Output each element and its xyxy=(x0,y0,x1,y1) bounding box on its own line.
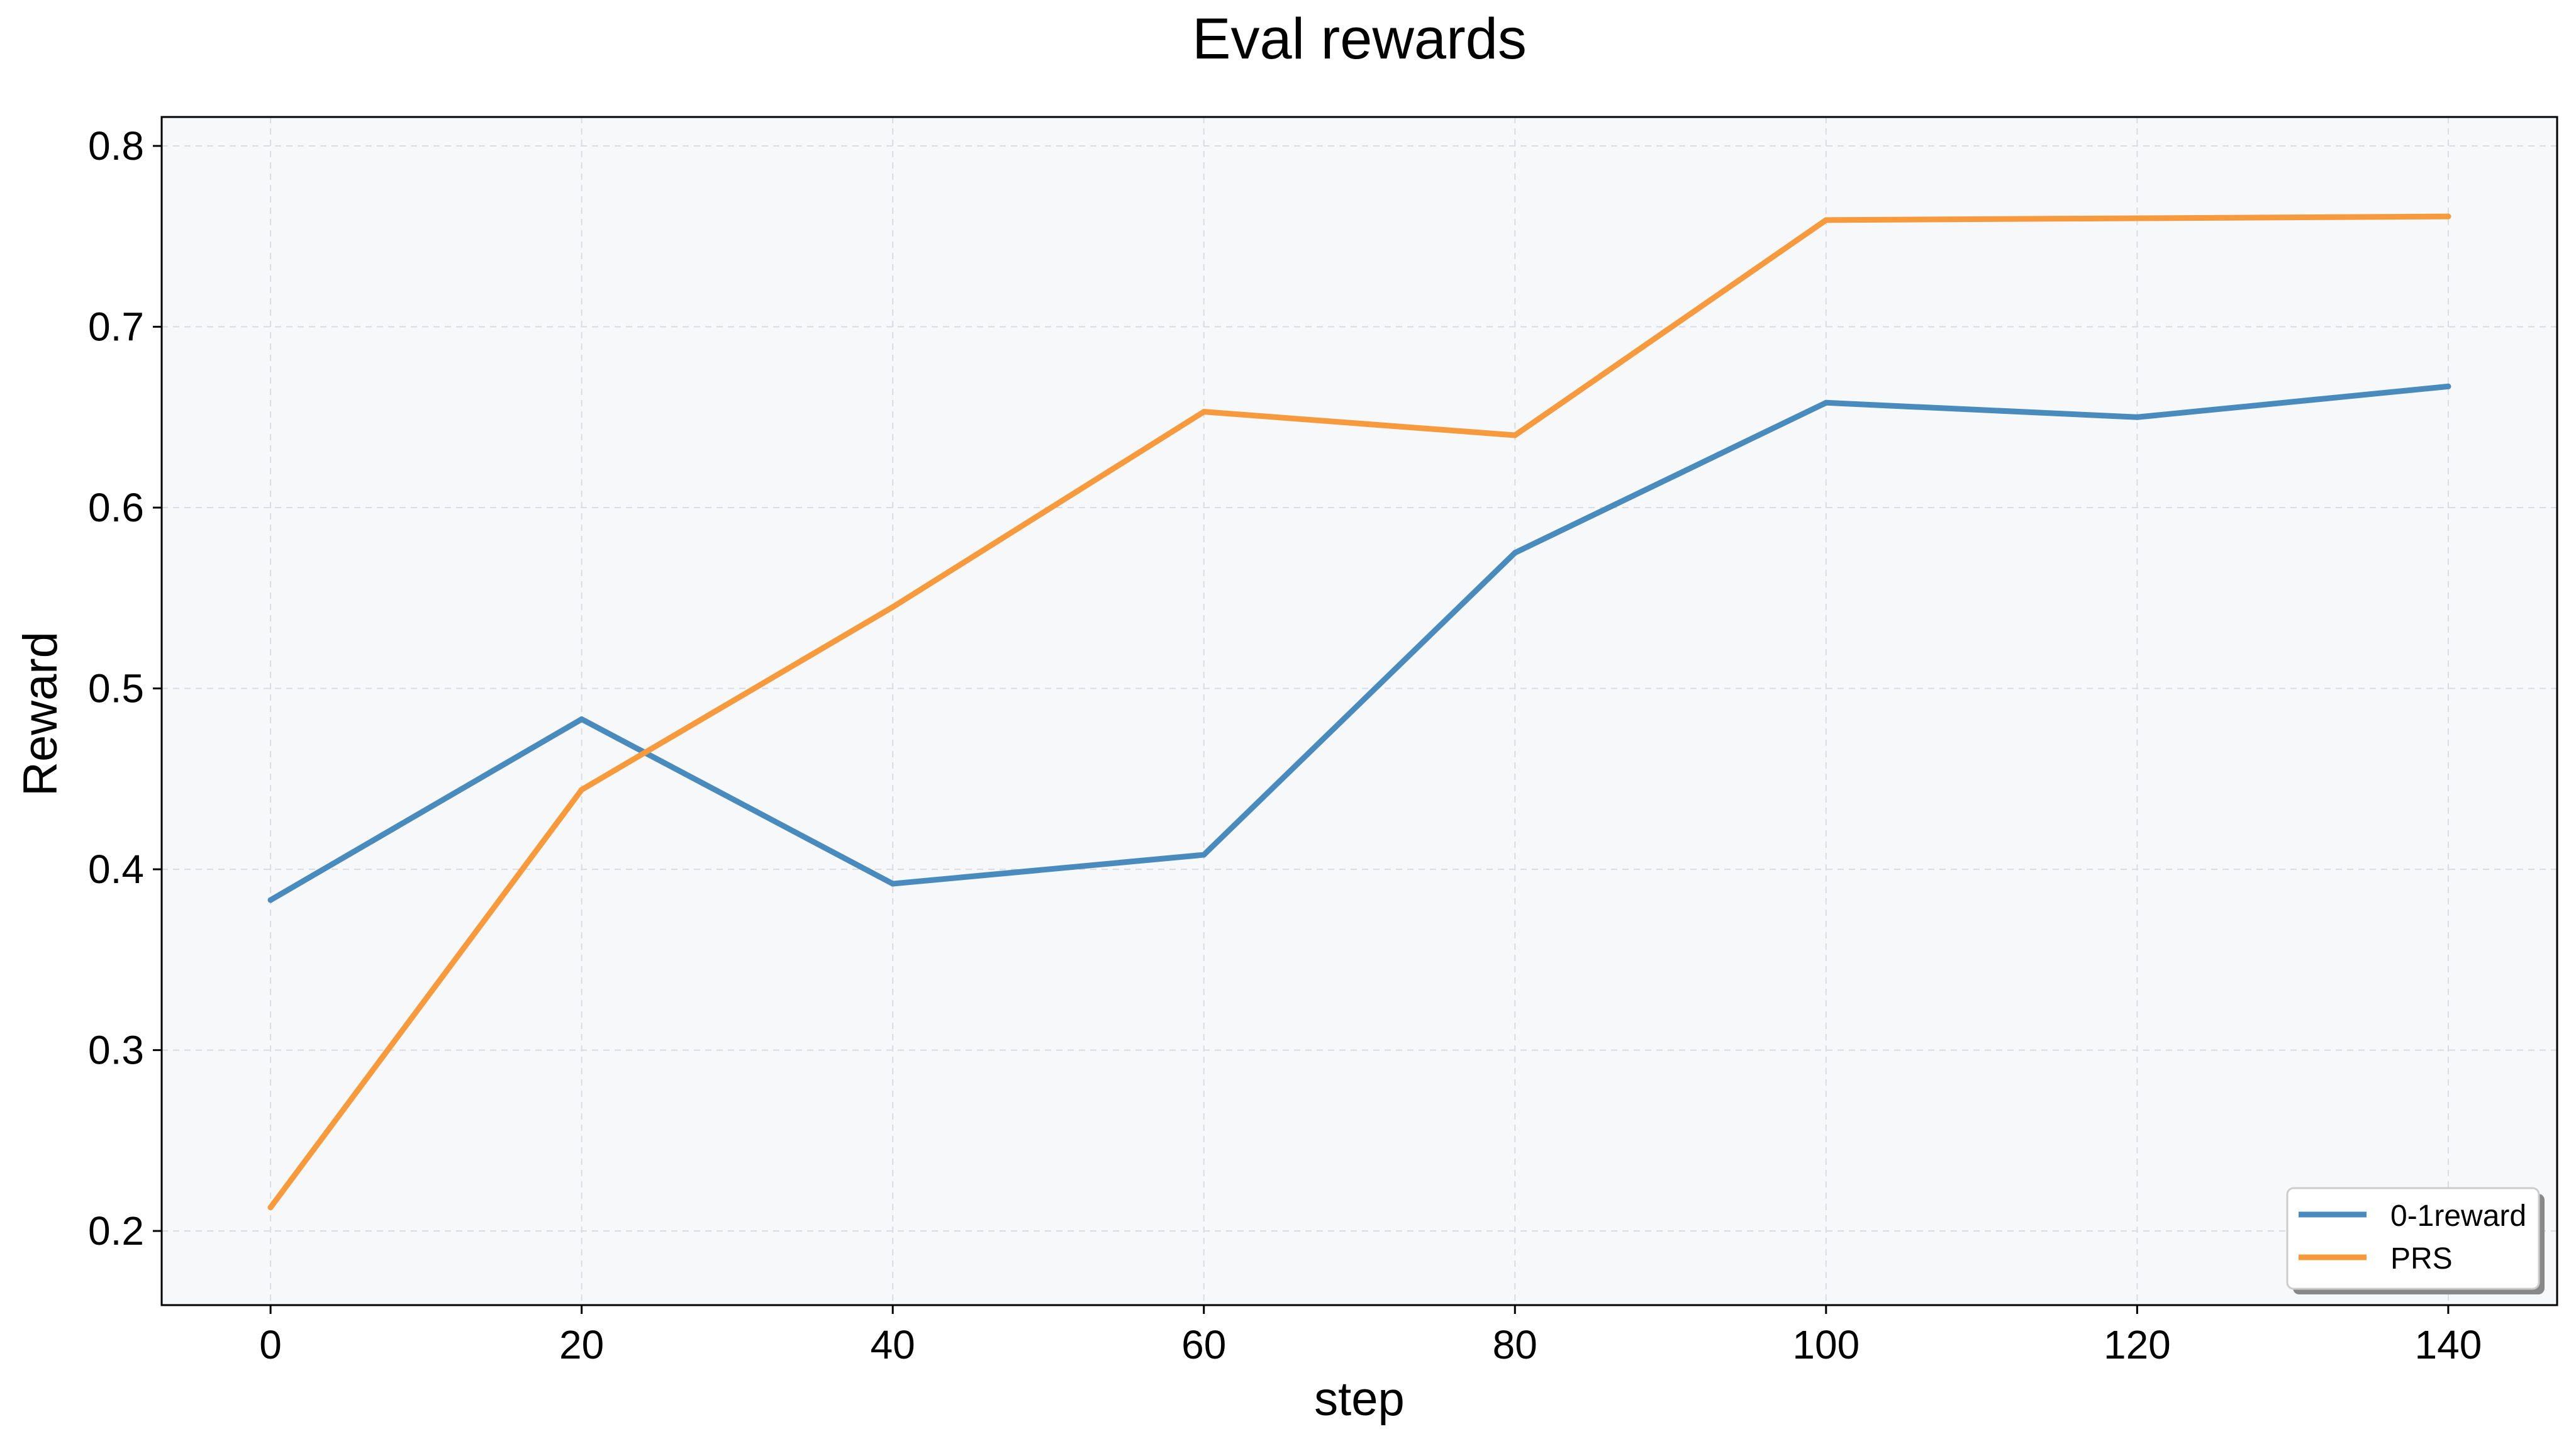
data-point xyxy=(2134,414,2140,420)
x-tick-label: 140 xyxy=(2415,1322,2482,1367)
data-point xyxy=(579,716,585,722)
x-tick-label: 100 xyxy=(1792,1322,1860,1367)
data-point xyxy=(1201,409,1207,415)
y-tick-label: 0.2 xyxy=(88,1208,144,1254)
legend-label-prs: PRS xyxy=(2390,1242,2453,1276)
y-axis: 0.2 0.3 0.4 0.5 0.6 0.7 0.8 xyxy=(88,123,162,1254)
y-axis-label: Reward xyxy=(14,631,67,796)
chart-title: Eval rewards xyxy=(1192,7,1527,71)
data-point xyxy=(1201,852,1207,858)
data-point xyxy=(2445,383,2451,389)
x-tick-label: 20 xyxy=(559,1322,604,1367)
plot-area xyxy=(162,117,2557,1305)
legend-label-0-1reward: 0-1reward xyxy=(2390,1199,2526,1233)
y-tick-label: 0.7 xyxy=(88,304,144,350)
y-tick-label: 0.8 xyxy=(88,123,144,169)
data-point xyxy=(889,881,896,887)
x-tick-label: 0 xyxy=(259,1322,282,1367)
y-tick-label: 0.3 xyxy=(88,1028,144,1073)
data-point xyxy=(889,604,896,610)
series-prs xyxy=(267,213,2451,1211)
y-tick-label: 0.5 xyxy=(88,666,144,711)
data-point xyxy=(267,1204,274,1211)
x-axis: 0 20 40 60 80 100 120 140 xyxy=(259,1305,2482,1367)
series-line-0-1reward xyxy=(267,383,2451,903)
data-point xyxy=(1512,432,1518,438)
x-axis-label: step xyxy=(1314,1372,1405,1426)
data-point xyxy=(579,787,585,793)
plot-frame xyxy=(160,116,2558,1306)
series-line-prs xyxy=(267,213,2451,1211)
data-point xyxy=(267,897,274,903)
x-tick-label: 120 xyxy=(2104,1322,2171,1367)
series-0-1reward xyxy=(267,383,2451,903)
data-point xyxy=(1512,550,1518,556)
legend: 0-1reward PRS xyxy=(2286,1187,2545,1294)
x-tick-label: 40 xyxy=(871,1322,915,1367)
y-tick-label: 0.6 xyxy=(88,485,144,530)
x-tick-label: 60 xyxy=(1181,1322,1226,1367)
x-tick-label: 80 xyxy=(1493,1322,1537,1367)
series-layer xyxy=(267,213,2451,1211)
data-point xyxy=(1823,217,1829,223)
data-point xyxy=(2445,213,2451,220)
y-tick-label: 0.4 xyxy=(88,847,144,892)
data-point xyxy=(2134,215,2140,221)
grid-lines xyxy=(162,117,2557,1305)
data-point xyxy=(1823,399,1829,406)
